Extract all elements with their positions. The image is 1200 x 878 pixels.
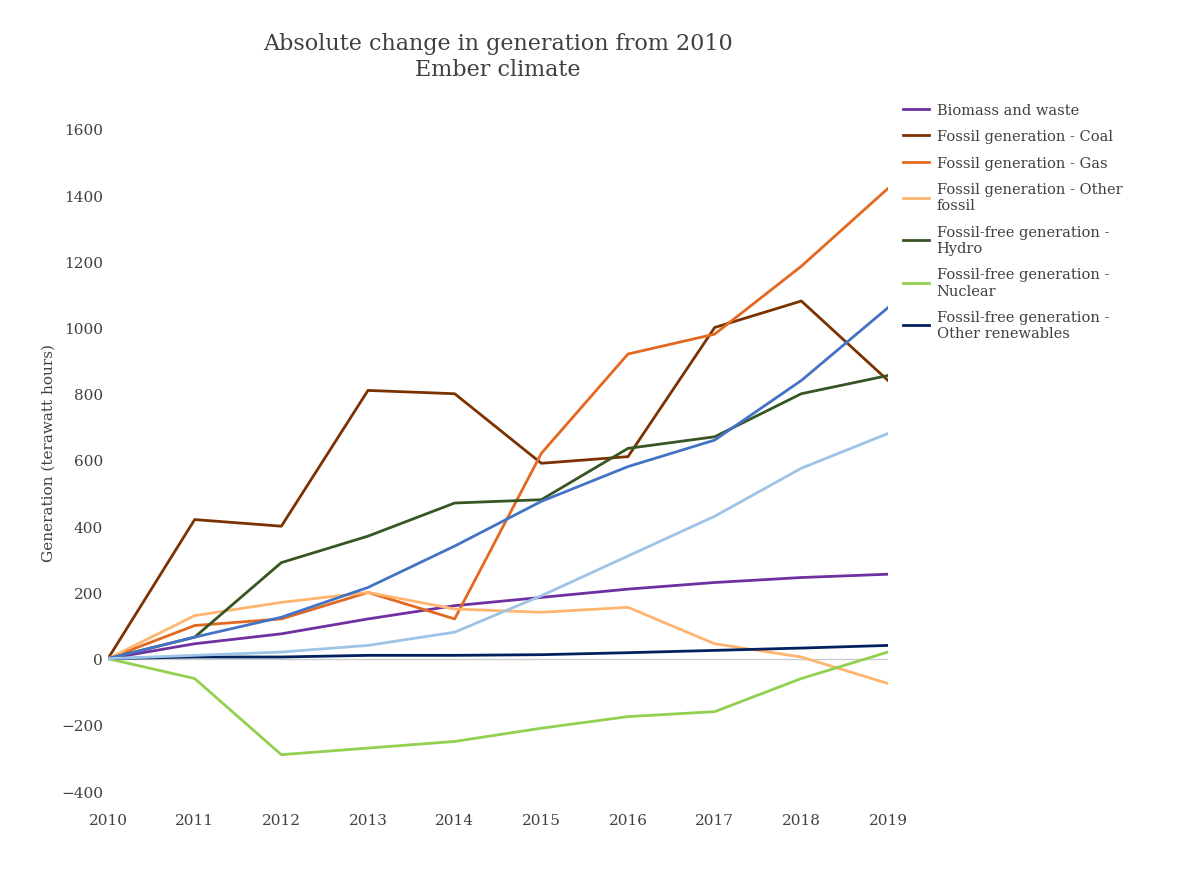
Fossil generation - Other
fossil: [187, 610, 202, 621]
Biomass and waste: [794, 572, 809, 583]
Fossil-free generation -
Nuclear: [448, 737, 462, 747]
Fossil-free generation -
Hydro: [101, 653, 115, 664]
Fossil-free generation -
Nuclear: [534, 723, 548, 734]
Fossil generation - Gas: [620, 349, 635, 360]
Line: Fossil-free generation -
Hydro: Fossil-free generation - Hydro: [108, 376, 888, 658]
Fossil-free generation -
Nuclear: [794, 673, 809, 684]
Fossil-free generation -
Nuclear: [881, 647, 895, 658]
Fossil generation - Gas: [794, 262, 809, 272]
Fossil generation - Coal: [187, 515, 202, 525]
Fossil generation - Gas: [101, 653, 115, 664]
Fossil-free generation -
Other renewables: [881, 640, 895, 651]
Fossil generation - Coal: [101, 653, 115, 664]
Fossil-free generation -
Nuclear: [620, 711, 635, 722]
Fossil-free generation -
Hydro: [881, 371, 895, 381]
Fossil generation - Coal: [794, 297, 809, 307]
Fossil-free generation -
Hydro: [361, 531, 376, 542]
Fossil-free generation -
Other renewables: [448, 651, 462, 661]
Fossil generation - Other
fossil: [794, 652, 809, 663]
Fossil generation - Gas: [708, 329, 722, 340]
Fossil-free generation -
Other renewables: [361, 651, 376, 661]
Fossil-free generation -
Other renewables: [620, 648, 635, 658]
Line: Fossil generation - Other
fossil: Fossil generation - Other fossil: [108, 593, 888, 684]
Fossil-free generation -
Other renewables: [794, 643, 809, 653]
Fossil-free generation -
Other renewables: [101, 653, 115, 664]
Biomass and waste: [708, 578, 722, 588]
Fossil-free generation -
Other renewables: [534, 650, 548, 660]
Fossil-free generation -
Hydro: [448, 498, 462, 508]
Biomass and waste: [448, 601, 462, 611]
Line: Biomass and waste: Biomass and waste: [108, 574, 888, 658]
Fossil generation - Other
fossil: [708, 639, 722, 650]
Line: Fossil generation - Gas: Fossil generation - Gas: [108, 189, 888, 658]
Fossil generation - Other
fossil: [101, 653, 115, 664]
Fossil-free generation -
Hydro: [274, 558, 288, 568]
Biomass and waste: [534, 593, 548, 603]
Fossil generation - Other
fossil: [620, 602, 635, 613]
Fossil generation - Other
fossil: [274, 597, 288, 608]
Fossil generation - Coal: [448, 389, 462, 399]
Fossil-free generation -
Hydro: [620, 443, 635, 454]
Fossil-free generation -
Other renewables: [708, 645, 722, 656]
Biomass and waste: [274, 629, 288, 639]
Biomass and waste: [187, 639, 202, 650]
Fossil generation - Gas: [448, 614, 462, 624]
Fossil generation - Gas: [534, 449, 548, 459]
Fossil-free generation -
Hydro: [794, 389, 809, 399]
Fossil generation - Coal: [881, 376, 895, 386]
Line: Fossil-free generation -
Nuclear: Fossil-free generation - Nuclear: [108, 652, 888, 755]
Line: Fossil generation - Coal: Fossil generation - Coal: [108, 302, 888, 658]
Fossil-free generation -
Other renewables: [274, 652, 288, 663]
Fossil generation - Other
fossil: [534, 608, 548, 618]
Fossil-free generation -
Nuclear: [101, 653, 115, 664]
Fossil-free generation -
Hydro: [708, 432, 722, 443]
Biomass and waste: [101, 653, 115, 664]
Fossil-free generation -
Nuclear: [187, 673, 202, 684]
Legend: Biomass and waste, Fossil generation - Coal, Fossil generation - Gas, Fossil gen: Biomass and waste, Fossil generation - C…: [904, 104, 1122, 341]
Fossil-free generation -
Nuclear: [708, 707, 722, 717]
Fossil generation - Other
fossil: [448, 604, 462, 615]
Title: Absolute change in generation from 2010
Ember climate: Absolute change in generation from 2010 …: [263, 33, 733, 81]
Fossil generation - Coal: [274, 522, 288, 532]
Fossil-free generation -
Nuclear: [274, 750, 288, 760]
Fossil generation - Gas: [361, 587, 376, 598]
Fossil generation - Coal: [620, 452, 635, 463]
Fossil generation - Other
fossil: [361, 587, 376, 598]
Fossil-free generation -
Hydro: [534, 495, 548, 506]
Fossil generation - Coal: [708, 323, 722, 334]
Fossil-free generation -
Other renewables: [187, 652, 202, 663]
Fossil generation - Coal: [361, 385, 376, 396]
Fossil-free generation -
Hydro: [187, 632, 202, 643]
Fossil generation - Coal: [534, 458, 548, 469]
Y-axis label: Generation (terawatt hours): Generation (terawatt hours): [42, 343, 55, 561]
Biomass and waste: [881, 569, 895, 579]
Fossil generation - Gas: [881, 184, 895, 194]
Fossil generation - Other
fossil: [881, 679, 895, 689]
Biomass and waste: [620, 584, 635, 594]
Biomass and waste: [361, 614, 376, 624]
Fossil-free generation -
Nuclear: [361, 743, 376, 753]
Line: Fossil-free generation -
Other renewables: Fossil-free generation - Other renewable…: [108, 645, 888, 658]
Fossil generation - Gas: [187, 621, 202, 631]
Fossil generation - Gas: [274, 614, 288, 624]
